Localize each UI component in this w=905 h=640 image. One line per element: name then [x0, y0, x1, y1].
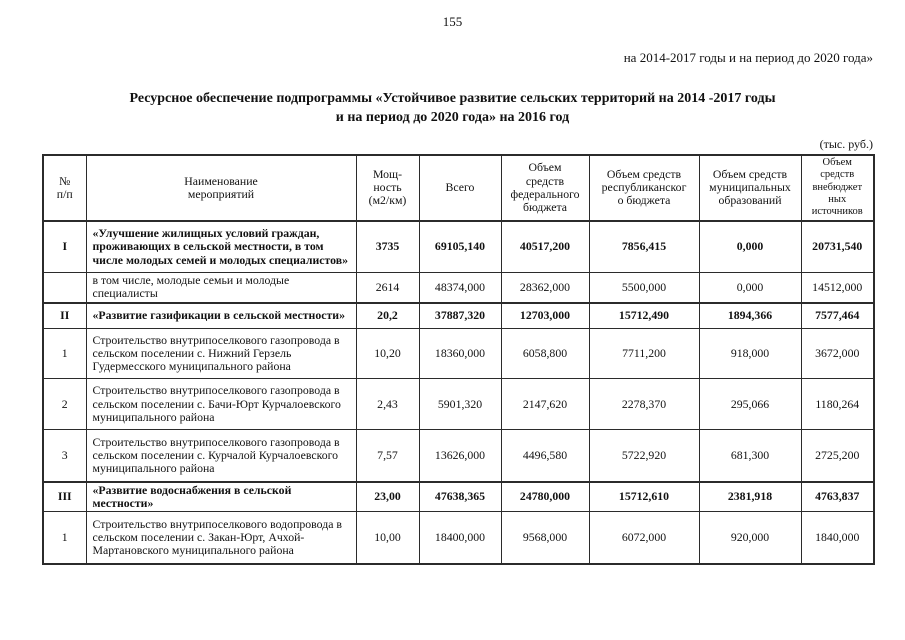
value-cell: 2278,370 [588, 378, 700, 431]
col-header-extrabudgetary-sources: Объем средств внебюджет ных источников [800, 154, 875, 222]
value-cell: 0,000 [698, 272, 802, 304]
table-row: II «Развитие газификации в сельской местн… [42, 301, 875, 330]
table-row: 1 Строительство внутрипоселкового водопро… [42, 511, 875, 565]
row-number-cell [42, 272, 87, 304]
value-cell: 18400,000 [418, 511, 502, 565]
value-cell: 1840,000 [800, 511, 875, 565]
measure-name-cell: Строительство внутрипоселкового газопров… [85, 378, 357, 431]
value-cell: 918,000 [698, 328, 802, 380]
document-title-line2: и на период до 2020 года» на 2016 год [335, 109, 570, 125]
col-header-measure-name: Наименование мероприятий [85, 154, 357, 222]
row-number-cell: 2 [42, 378, 87, 431]
measure-name-cell: Строительство внутрипоселкового газопров… [85, 429, 357, 483]
row-number-cell: II [42, 301, 87, 330]
value-cell: 15712,490 [588, 301, 700, 330]
value-cell: 20,2 [355, 301, 420, 330]
value-cell: 9568,000 [500, 511, 590, 565]
value-cell: 37887,320 [418, 301, 502, 330]
value-cell: 18360,000 [418, 328, 502, 380]
table-row: в том числе, молодые семьи и молодые спе… [42, 272, 875, 304]
value-cell: 3735 [355, 219, 420, 274]
table-header-row: № п/п Наименование мероприятий Мощ- ност… [42, 154, 875, 222]
row-number-cell: 1 [42, 328, 87, 380]
value-cell: 3672,000 [800, 328, 875, 380]
value-cell: 7711,200 [588, 328, 700, 380]
table-row: I «Улучшение жилищных условий граждан, пр… [42, 219, 875, 274]
col-header-federal-budget: Объем средств федерального бюджета [500, 154, 590, 222]
value-cell: 47638,365 [418, 480, 502, 513]
value-cell: 40517,200 [500, 219, 590, 274]
value-cell: 12703,000 [500, 301, 590, 330]
measure-name-cell: «Улучшение жилищных условий граждан, про… [85, 219, 357, 274]
col-header-republican-budget: Объем средств республиканског о бюджета [588, 154, 700, 222]
value-cell: 69105,140 [418, 219, 502, 274]
col-header-municipal-funds: Объем средств муниципальных образований [698, 154, 802, 222]
document-title-line1: Ресурсное обеспечение подпрограммы «Усто… [129, 91, 776, 106]
measure-name-cell: Строительство внутрипоселкового газопров… [85, 328, 357, 380]
value-cell: 2725,200 [800, 429, 875, 483]
table-row: III «Развитие водоснабжения в сельской ме… [42, 480, 875, 513]
col-header-capacity: Мощ- ность (м2/км) [355, 154, 420, 222]
value-cell: 2381,918 [698, 480, 802, 513]
value-cell: 0,000 [698, 219, 802, 274]
row-number-cell: III [42, 480, 87, 513]
table-header: № п/п Наименование мероприятий Мощ- ност… [42, 154, 875, 222]
value-cell: 920,000 [698, 511, 802, 565]
value-cell: 6072,000 [588, 511, 700, 565]
col-header-row-number: № п/п [42, 154, 87, 222]
value-cell: 48374,000 [418, 272, 502, 304]
document-header-continuation: на 2014-2017 годы и на период до 2020 го… [623, 50, 873, 65]
value-cell: 7,57 [355, 429, 420, 483]
units-label: (тыс. руб.) [819, 136, 873, 151]
table-row: 1 Строительство внутрипоселкового газопро… [42, 328, 875, 380]
value-cell: 6058,800 [500, 328, 590, 380]
measure-name-cell: «Развитие водоснабжения в сельской местн… [85, 480, 357, 513]
value-cell: 4496,580 [500, 429, 590, 483]
value-cell: 10,00 [355, 511, 420, 565]
value-cell: 20731,540 [800, 219, 875, 274]
value-cell: 5901,320 [418, 378, 502, 431]
value-cell: 1894,366 [698, 301, 802, 330]
resource-table: № п/п Наименование мероприятий Мощ- ност… [42, 153, 875, 565]
value-cell: 13626,000 [418, 429, 502, 483]
table-row: 2 Строительство внутрипоселкового газопро… [42, 378, 875, 431]
value-cell: 5722,920 [588, 429, 700, 483]
value-cell: 2147,620 [500, 378, 590, 431]
value-cell: 2,43 [355, 378, 420, 431]
table-row: 3 Строительство внутрипоселкового газопро… [42, 429, 875, 483]
table-body: I «Улучшение жилищных условий граждан, пр… [42, 219, 875, 565]
value-cell: 2614 [355, 272, 420, 304]
value-cell: 295,066 [698, 378, 802, 431]
value-cell: 28362,000 [500, 272, 590, 304]
value-cell: 10,20 [355, 328, 420, 380]
measure-name-cell: «Развитие газификации в сельской местнос… [85, 301, 357, 330]
value-cell: 23,00 [355, 480, 420, 513]
value-cell: 24780,000 [500, 480, 590, 513]
measure-name-cell: Строительство внутрипоселкового водопров… [85, 511, 357, 565]
value-cell: 7577,464 [800, 301, 875, 330]
row-number-cell: 3 [42, 429, 87, 483]
page-number: 155 [442, 14, 463, 29]
measure-name-cell: в том числе, молодые семьи и молодые спе… [85, 272, 357, 304]
value-cell: 15712,610 [588, 480, 700, 513]
row-number-cell: I [42, 219, 87, 274]
value-cell: 5500,000 [588, 272, 700, 304]
value-cell: 1180,264 [800, 378, 875, 431]
value-cell: 7856,415 [588, 219, 700, 274]
value-cell: 4763,837 [800, 480, 875, 513]
document-title: Ресурсное обеспечение подпрограммы «Усто… [40, 90, 865, 128]
value-cell: 14512,000 [800, 272, 875, 304]
row-number-cell: 1 [42, 511, 87, 565]
value-cell: 681,300 [698, 429, 802, 483]
col-header-total: Всего [418, 154, 502, 222]
